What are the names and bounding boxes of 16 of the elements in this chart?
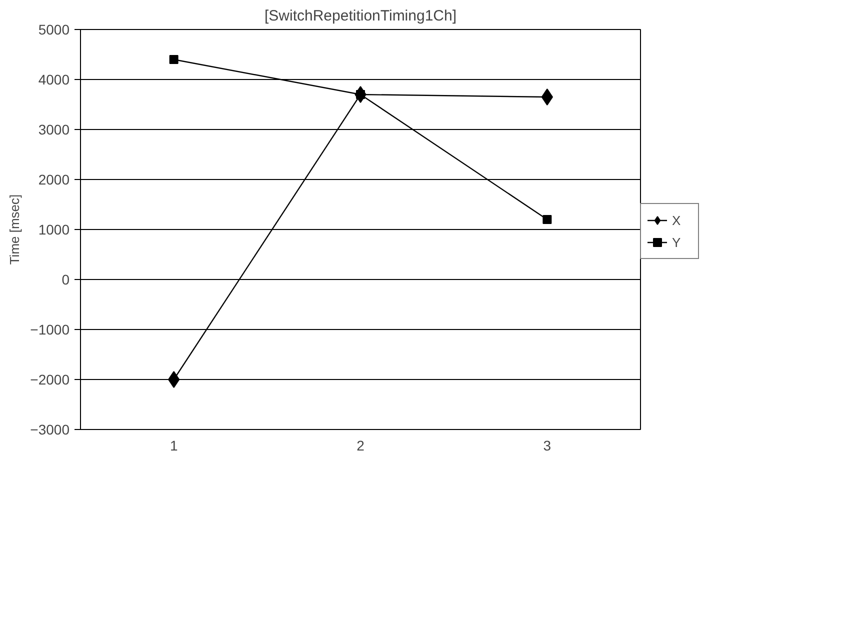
y-tick-label: 0 xyxy=(62,272,70,288)
y-tick-label: 2000 xyxy=(38,172,70,188)
x-tick-label: 3 xyxy=(543,438,552,454)
y-axis-title: Time [msec] xyxy=(7,194,22,265)
x-tick-label: 1 xyxy=(170,438,178,454)
legend-label: Y xyxy=(672,234,682,250)
y-tick-label: −2000 xyxy=(30,372,70,388)
y-tick-label: 4000 xyxy=(38,72,70,88)
y-tick-label: 5000 xyxy=(38,22,70,38)
y-tick-label: −3000 xyxy=(30,422,70,438)
legend-label: X xyxy=(672,212,682,228)
x-tick-label: 2 xyxy=(356,438,365,454)
y-tick-label: 3000 xyxy=(38,122,70,138)
y-tick-label: −1000 xyxy=(30,322,70,338)
y-tick-label: 1000 xyxy=(38,222,70,238)
chart-title: [SwitchRepetitionTiming1Ch] xyxy=(264,8,457,24)
